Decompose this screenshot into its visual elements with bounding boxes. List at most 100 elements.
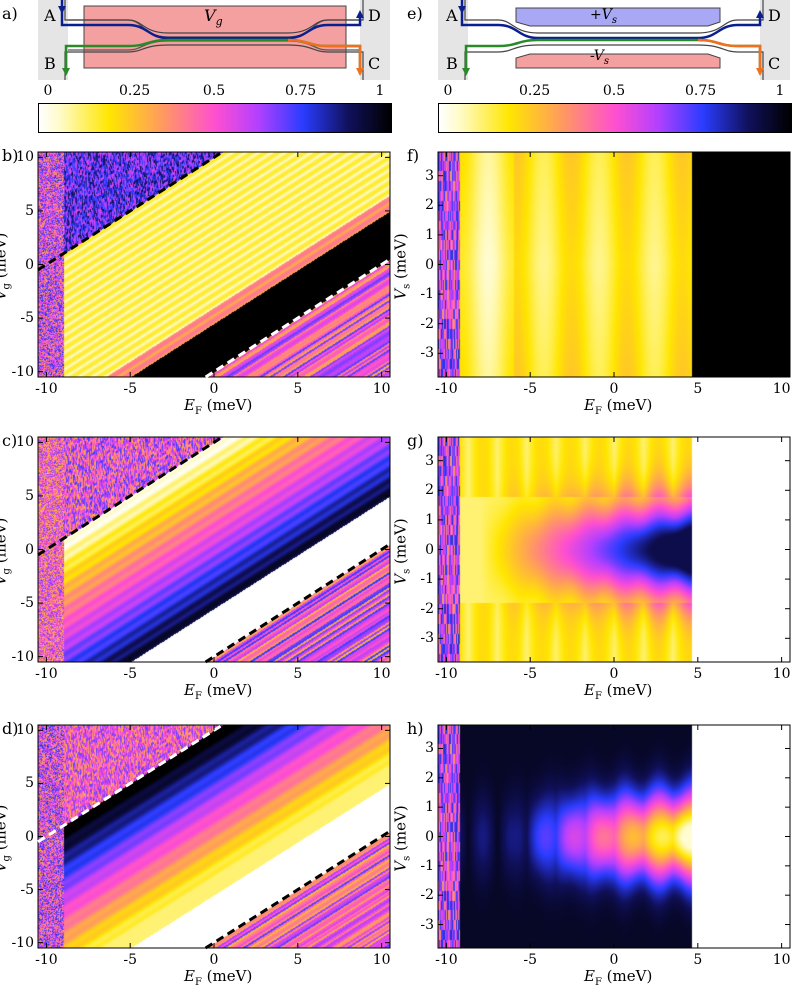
- lead-label-c-left: C: [368, 54, 381, 73]
- panel-label-a: a): [2, 4, 18, 23]
- x-tick-label: 5: [693, 666, 703, 682]
- y-tick-label: 2: [425, 482, 434, 499]
- y-axis-label-c: Vg (meV): [0, 517, 13, 585]
- y-tick-label: 0: [425, 541, 434, 558]
- x-axis-label-c: EF (meV): [184, 681, 253, 702]
- lead-label-a-left: A: [44, 6, 56, 25]
- y-axis-label-b: Vg (meV): [0, 232, 13, 300]
- y-tick-label: -5: [20, 310, 34, 327]
- y-tick-label: 10: [16, 722, 34, 739]
- lead-label-a-right: A: [446, 6, 458, 25]
- x-tick-label: 0: [209, 666, 219, 682]
- gate-label-plus-vs: +Vs: [590, 7, 617, 26]
- x-tick-label: 10: [372, 666, 391, 682]
- x-tick-label: 5: [693, 381, 703, 397]
- heatmap-d: [38, 725, 390, 948]
- y-tick-label: 0: [425, 256, 434, 273]
- y-tick-label: -10: [11, 648, 34, 665]
- gate-label-minus-vs: -Vs: [590, 48, 609, 67]
- colorbar-left-tick: 0.25: [119, 83, 151, 99]
- y-tick-label: 3: [425, 740, 434, 757]
- heatmap-h: [438, 725, 790, 948]
- x-tick-label: 0: [209, 381, 219, 397]
- x-tick-label: 10: [772, 952, 791, 968]
- x-tick-label: 10: [372, 952, 391, 968]
- lead-label-d-right: D: [768, 6, 781, 25]
- x-tick-label: 0: [609, 381, 619, 397]
- y-tick-label: -10: [11, 934, 34, 951]
- y-tick-label: 0: [425, 828, 434, 845]
- x-tick-label: -10: [435, 952, 458, 968]
- y-tick-label: -3: [420, 345, 434, 362]
- x-tick-label: -5: [123, 666, 137, 682]
- y-tick-label: -3: [420, 916, 434, 933]
- x-tick-label: 0: [209, 952, 219, 968]
- colorbar-right-tick: 0.25: [519, 83, 551, 99]
- panel-label-h: h): [407, 719, 424, 738]
- colorbar-right-tick: 1: [775, 83, 785, 99]
- schematic-right: [438, 0, 790, 80]
- x-tick-label: 5: [293, 666, 303, 682]
- panel-label-b: b): [2, 146, 19, 165]
- y-tick-label: 1: [425, 226, 434, 243]
- y-tick-label: 0: [25, 828, 34, 845]
- colorbar-left-tick: 0.75: [285, 83, 317, 99]
- x-tick-label: -5: [523, 381, 537, 397]
- y-tick-label: 5: [25, 775, 34, 792]
- y-tick-label: -10: [11, 363, 34, 380]
- x-tick-label: 0: [609, 666, 619, 682]
- panel-label-d: d): [2, 719, 19, 738]
- y-tick-label: -3: [420, 630, 434, 647]
- x-tick-label: -5: [523, 952, 537, 968]
- colorbar-right-tick: 0: [443, 83, 453, 99]
- lead-label-c-right: C: [768, 54, 781, 73]
- x-tick-label: -10: [35, 952, 58, 968]
- panel-label-c: c): [2, 431, 18, 450]
- y-axis-label-g: Vs (meV): [391, 517, 413, 585]
- y-tick-label: 2: [425, 769, 434, 786]
- x-tick-label: 5: [293, 381, 303, 397]
- x-axis-label-f: EF (meV): [584, 396, 653, 417]
- x-tick-label: -5: [123, 381, 137, 397]
- lead-label-d-left: D: [368, 6, 381, 25]
- heatmap-f: [438, 152, 790, 377]
- heatmap-c: [38, 437, 390, 662]
- y-tick-label: 0: [25, 256, 34, 273]
- x-axis-label-h: EF (meV): [584, 967, 653, 988]
- x-tick-label: 10: [372, 381, 391, 397]
- y-tick-label: -5: [20, 881, 34, 898]
- colorbar-right-tick: 0.75: [685, 83, 717, 99]
- x-tick-label: 0: [609, 952, 619, 968]
- colorbar-left-tick: 1: [375, 83, 385, 99]
- gate-label-vg: Vg: [204, 6, 223, 29]
- y-axis-label-f: Vs (meV): [391, 232, 413, 300]
- lead-label-b-right: B: [446, 54, 458, 73]
- x-tick-label: 10: [772, 666, 791, 682]
- panel-label-f: f): [407, 146, 420, 165]
- y-tick-label: 2: [425, 197, 434, 214]
- colorbar-left-tick: 0.5: [202, 83, 226, 99]
- y-tick-label: 5: [25, 487, 34, 504]
- y-tick-label: 3: [425, 452, 434, 469]
- y-tick-label: -2: [420, 887, 434, 904]
- y-tick-label: 5: [25, 202, 34, 219]
- colorbar-right: [438, 103, 792, 133]
- y-tick-label: -2: [420, 600, 434, 617]
- y-tick-label: -1: [420, 571, 434, 588]
- x-tick-label: -5: [123, 952, 137, 968]
- heatmap-b: [38, 152, 390, 377]
- y-tick-label: 1: [425, 799, 434, 816]
- x-tick-label: -10: [435, 381, 458, 397]
- x-tick-label: -10: [35, 666, 58, 682]
- x-tick-label: 5: [693, 952, 703, 968]
- y-tick-label: 1: [425, 511, 434, 528]
- y-tick-label: -1: [420, 286, 434, 303]
- y-tick-label: 3: [425, 167, 434, 184]
- panel-label-g: g): [407, 431, 424, 450]
- x-axis-label-b: EF (meV): [184, 396, 253, 417]
- y-tick-label: 0: [25, 541, 34, 558]
- y-axis-label-h: Vs (meV): [391, 804, 413, 872]
- heatmap-g: [438, 437, 790, 662]
- x-tick-label: -10: [35, 381, 58, 397]
- x-tick-label: -5: [523, 666, 537, 682]
